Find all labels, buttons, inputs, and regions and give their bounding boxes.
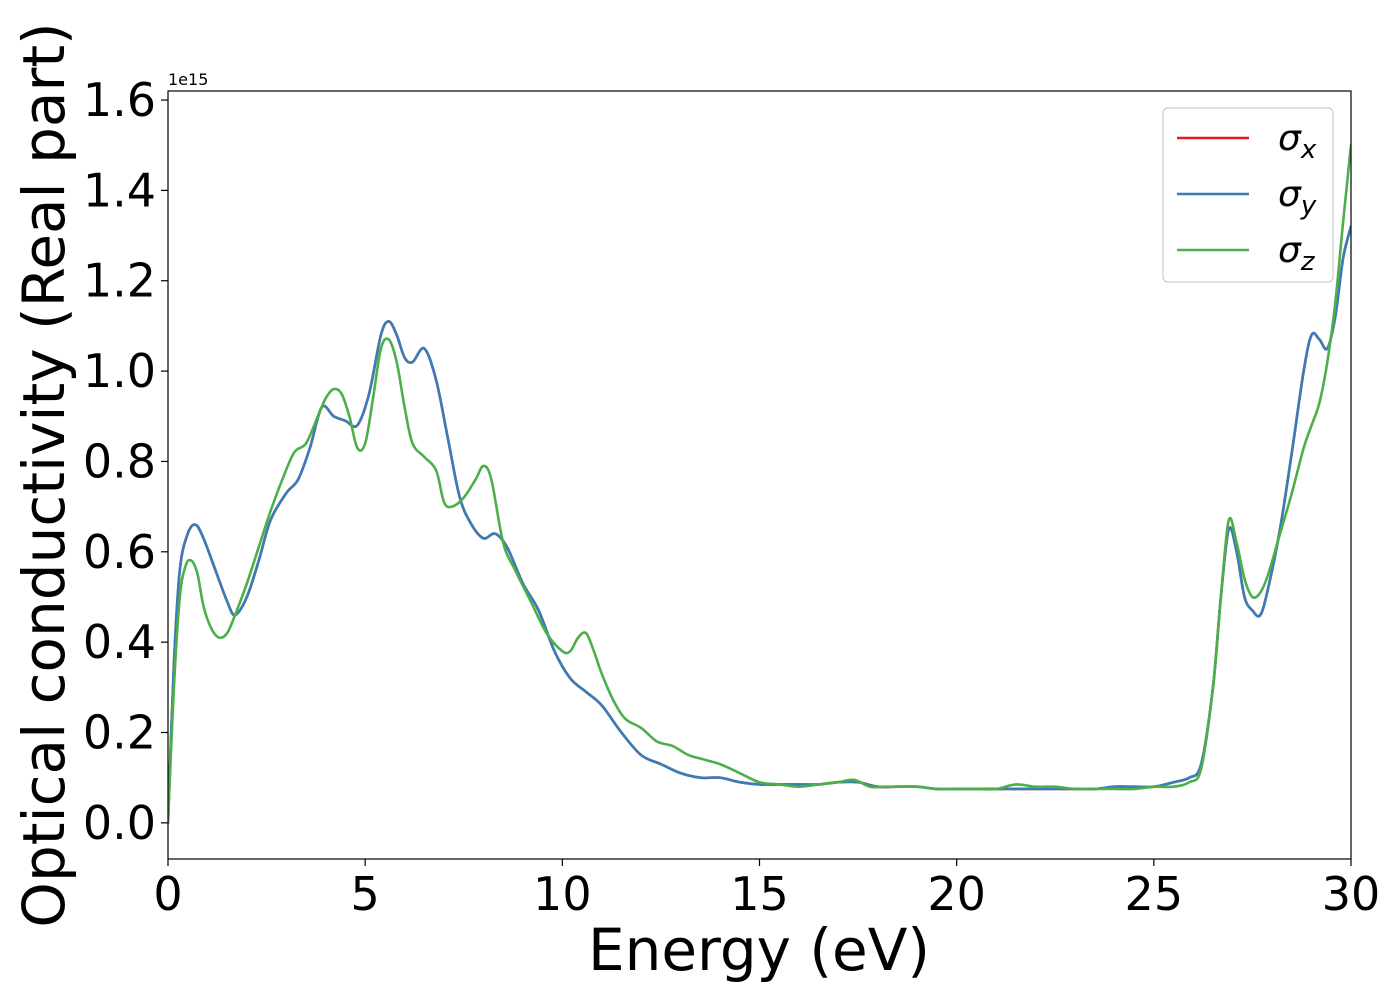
y-tick-label: 1.2	[83, 254, 156, 308]
y-offset-label: 1e15	[168, 70, 208, 89]
x-tick-label: 25	[1125, 867, 1184, 921]
y-tick-label: 0.4	[83, 615, 156, 669]
legend-label-x: σx	[1278, 118, 1317, 165]
legend-label-z: σz	[1278, 230, 1316, 277]
x-tick-label: 5	[351, 867, 380, 921]
y-tick-label: 0.2	[83, 706, 156, 760]
series-layer	[168, 143, 1351, 825]
x-tick-label: 30	[1322, 867, 1381, 921]
series-line-z	[168, 143, 1351, 825]
legend-label-y: σy	[1278, 174, 1317, 221]
x-axis: 0 5 10 15 20 25 30	[153, 859, 1380, 921]
x-tick-label: 20	[927, 867, 986, 921]
y-tick-label: 0.0	[83, 796, 156, 850]
x-tick-label: 15	[730, 867, 789, 921]
y-axis-title: Optical conductivity (Real part)	[10, 22, 78, 927]
legend-items: σx σy σz	[1177, 118, 1317, 277]
x-tick-label: 0	[153, 867, 182, 921]
y-tick-label: 1.0	[83, 344, 156, 398]
y-tick-label: 1.6	[83, 73, 156, 127]
y-tick-label: 0.6	[83, 525, 156, 579]
y-tick-label: 0.8	[83, 434, 156, 488]
legend: σx σy σz	[1162, 107, 1334, 283]
y-tick-label: 1.4	[83, 163, 156, 217]
x-tick-label: 10	[533, 867, 592, 921]
x-axis-title: Energy (eV)	[588, 916, 930, 984]
y-axis: 0.0 0.2 0.4 0.6 0.8 1.0 1.2 1.4 1.6	[83, 73, 168, 850]
